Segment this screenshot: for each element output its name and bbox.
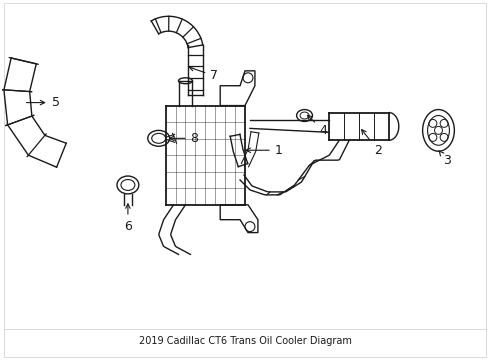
Text: 4: 4 (307, 115, 327, 137)
Text: 1: 1 (246, 144, 283, 157)
Text: 2019 Cadillac CT6 Trans Oil Cooler Diagram: 2019 Cadillac CT6 Trans Oil Cooler Diagr… (139, 336, 351, 346)
Text: 6: 6 (124, 204, 132, 233)
Text: 2: 2 (362, 130, 382, 157)
Text: 7: 7 (189, 67, 218, 82)
Text: 5: 5 (26, 96, 59, 109)
Text: 3: 3 (439, 150, 451, 167)
Text: 8: 8 (170, 132, 198, 145)
